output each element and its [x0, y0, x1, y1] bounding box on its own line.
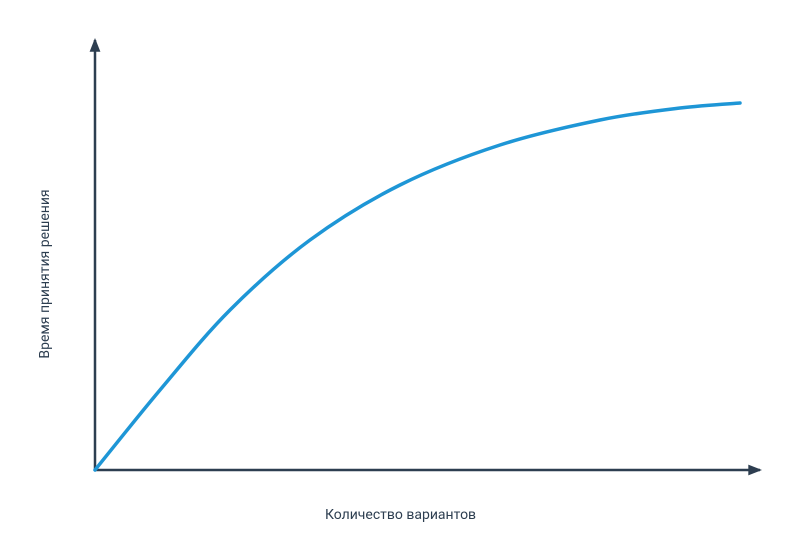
y-axis-label: Время принятия решения [37, 189, 53, 358]
chart-svg [0, 0, 801, 548]
x-axis-label: Количество вариантов [325, 507, 476, 523]
axes-group [90, 38, 762, 475]
decision-time-curve [95, 103, 740, 470]
series-group [95, 103, 740, 470]
y-axis-arrow [90, 38, 101, 52]
chart-container: Время принятия решения Количество вариан… [0, 0, 801, 548]
x-axis-arrow [748, 465, 762, 476]
